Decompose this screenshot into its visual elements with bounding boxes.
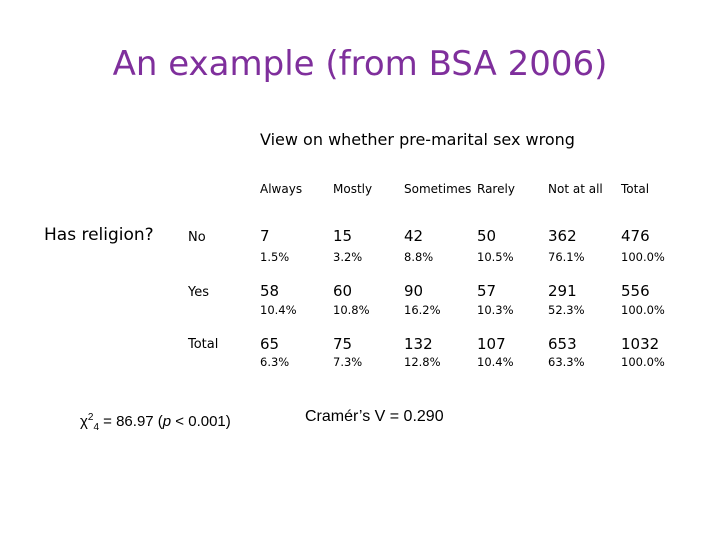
col-header-always: Always xyxy=(260,182,303,196)
cell-percent: 7.3% xyxy=(333,355,363,369)
chi-subscript: 4 xyxy=(93,422,99,433)
chi-square-statistic: χ24 = 86.97 (p < 0.001) xyxy=(80,412,231,433)
cell-percent: 100.0% xyxy=(621,250,665,264)
col-header-total: Total xyxy=(621,182,650,196)
cell-count: 15 xyxy=(333,227,353,245)
cell-percent: 100.0% xyxy=(621,355,665,369)
cell-percent: 12.8% xyxy=(404,355,441,369)
cell-percent: 10.8% xyxy=(333,303,370,317)
row-group-label: Has religion? xyxy=(44,225,154,245)
cell-count: 58 xyxy=(260,282,280,300)
cell-count: 653 xyxy=(548,335,577,353)
chi-symbol: χ xyxy=(80,413,88,430)
cell-percent: 76.1% xyxy=(548,250,585,264)
cell-count: 476 xyxy=(621,227,650,245)
row-label-no: No xyxy=(188,230,206,245)
cell-count: 291 xyxy=(548,282,577,300)
cell-count: 132 xyxy=(404,335,433,353)
cell-percent: 3.2% xyxy=(333,250,363,264)
cell-percent: 10.4% xyxy=(477,355,514,369)
col-header-rarely: Rarely xyxy=(477,182,515,196)
cell-percent: 16.2% xyxy=(404,303,441,317)
col-header-mostly: Mostly xyxy=(333,182,373,196)
cell-percent: 63.3% xyxy=(548,355,585,369)
chi-value: = 86.97 ( xyxy=(99,413,163,430)
cell-count: 1032 xyxy=(621,335,660,353)
cell-percent: 10.4% xyxy=(260,303,297,317)
cell-count: 556 xyxy=(621,282,650,300)
chi-superscript: 2 xyxy=(87,412,94,423)
cell-count: 50 xyxy=(477,227,497,245)
cell-percent: 6.3% xyxy=(260,355,290,369)
col-header-not-at-all: Not at all xyxy=(548,182,603,196)
cell-percent: 10.3% xyxy=(477,303,514,317)
row-label-total: Total xyxy=(188,337,219,352)
cell-count: 107 xyxy=(477,335,506,353)
cell-count: 362 xyxy=(548,227,577,245)
col-header-sometimes: Sometimes xyxy=(404,182,472,196)
table-subtitle: View on whether pre-marital sex wrong xyxy=(260,130,575,149)
row-label-yes: Yes xyxy=(188,285,209,300)
cell-count: 65 xyxy=(260,335,280,353)
cramers-v-statistic: Cramér’s V = 0.290 xyxy=(305,408,444,425)
cell-count: 60 xyxy=(333,282,353,300)
cell-percent: 52.3% xyxy=(548,303,585,317)
slide-title: An example (from BSA 2006) xyxy=(112,44,608,84)
p-value: < 0.001) xyxy=(171,413,231,430)
cell-percent: 100.0% xyxy=(621,303,665,317)
p-symbol: p xyxy=(162,413,172,430)
cell-percent: 8.8% xyxy=(404,250,434,264)
cell-count: 75 xyxy=(333,335,353,353)
cell-count: 42 xyxy=(404,227,424,245)
cell-count: 90 xyxy=(404,282,424,300)
cell-count: 7 xyxy=(260,227,270,245)
cell-percent: 10.5% xyxy=(477,250,514,264)
cell-percent: 1.5% xyxy=(260,250,290,264)
cell-count: 57 xyxy=(477,282,497,300)
